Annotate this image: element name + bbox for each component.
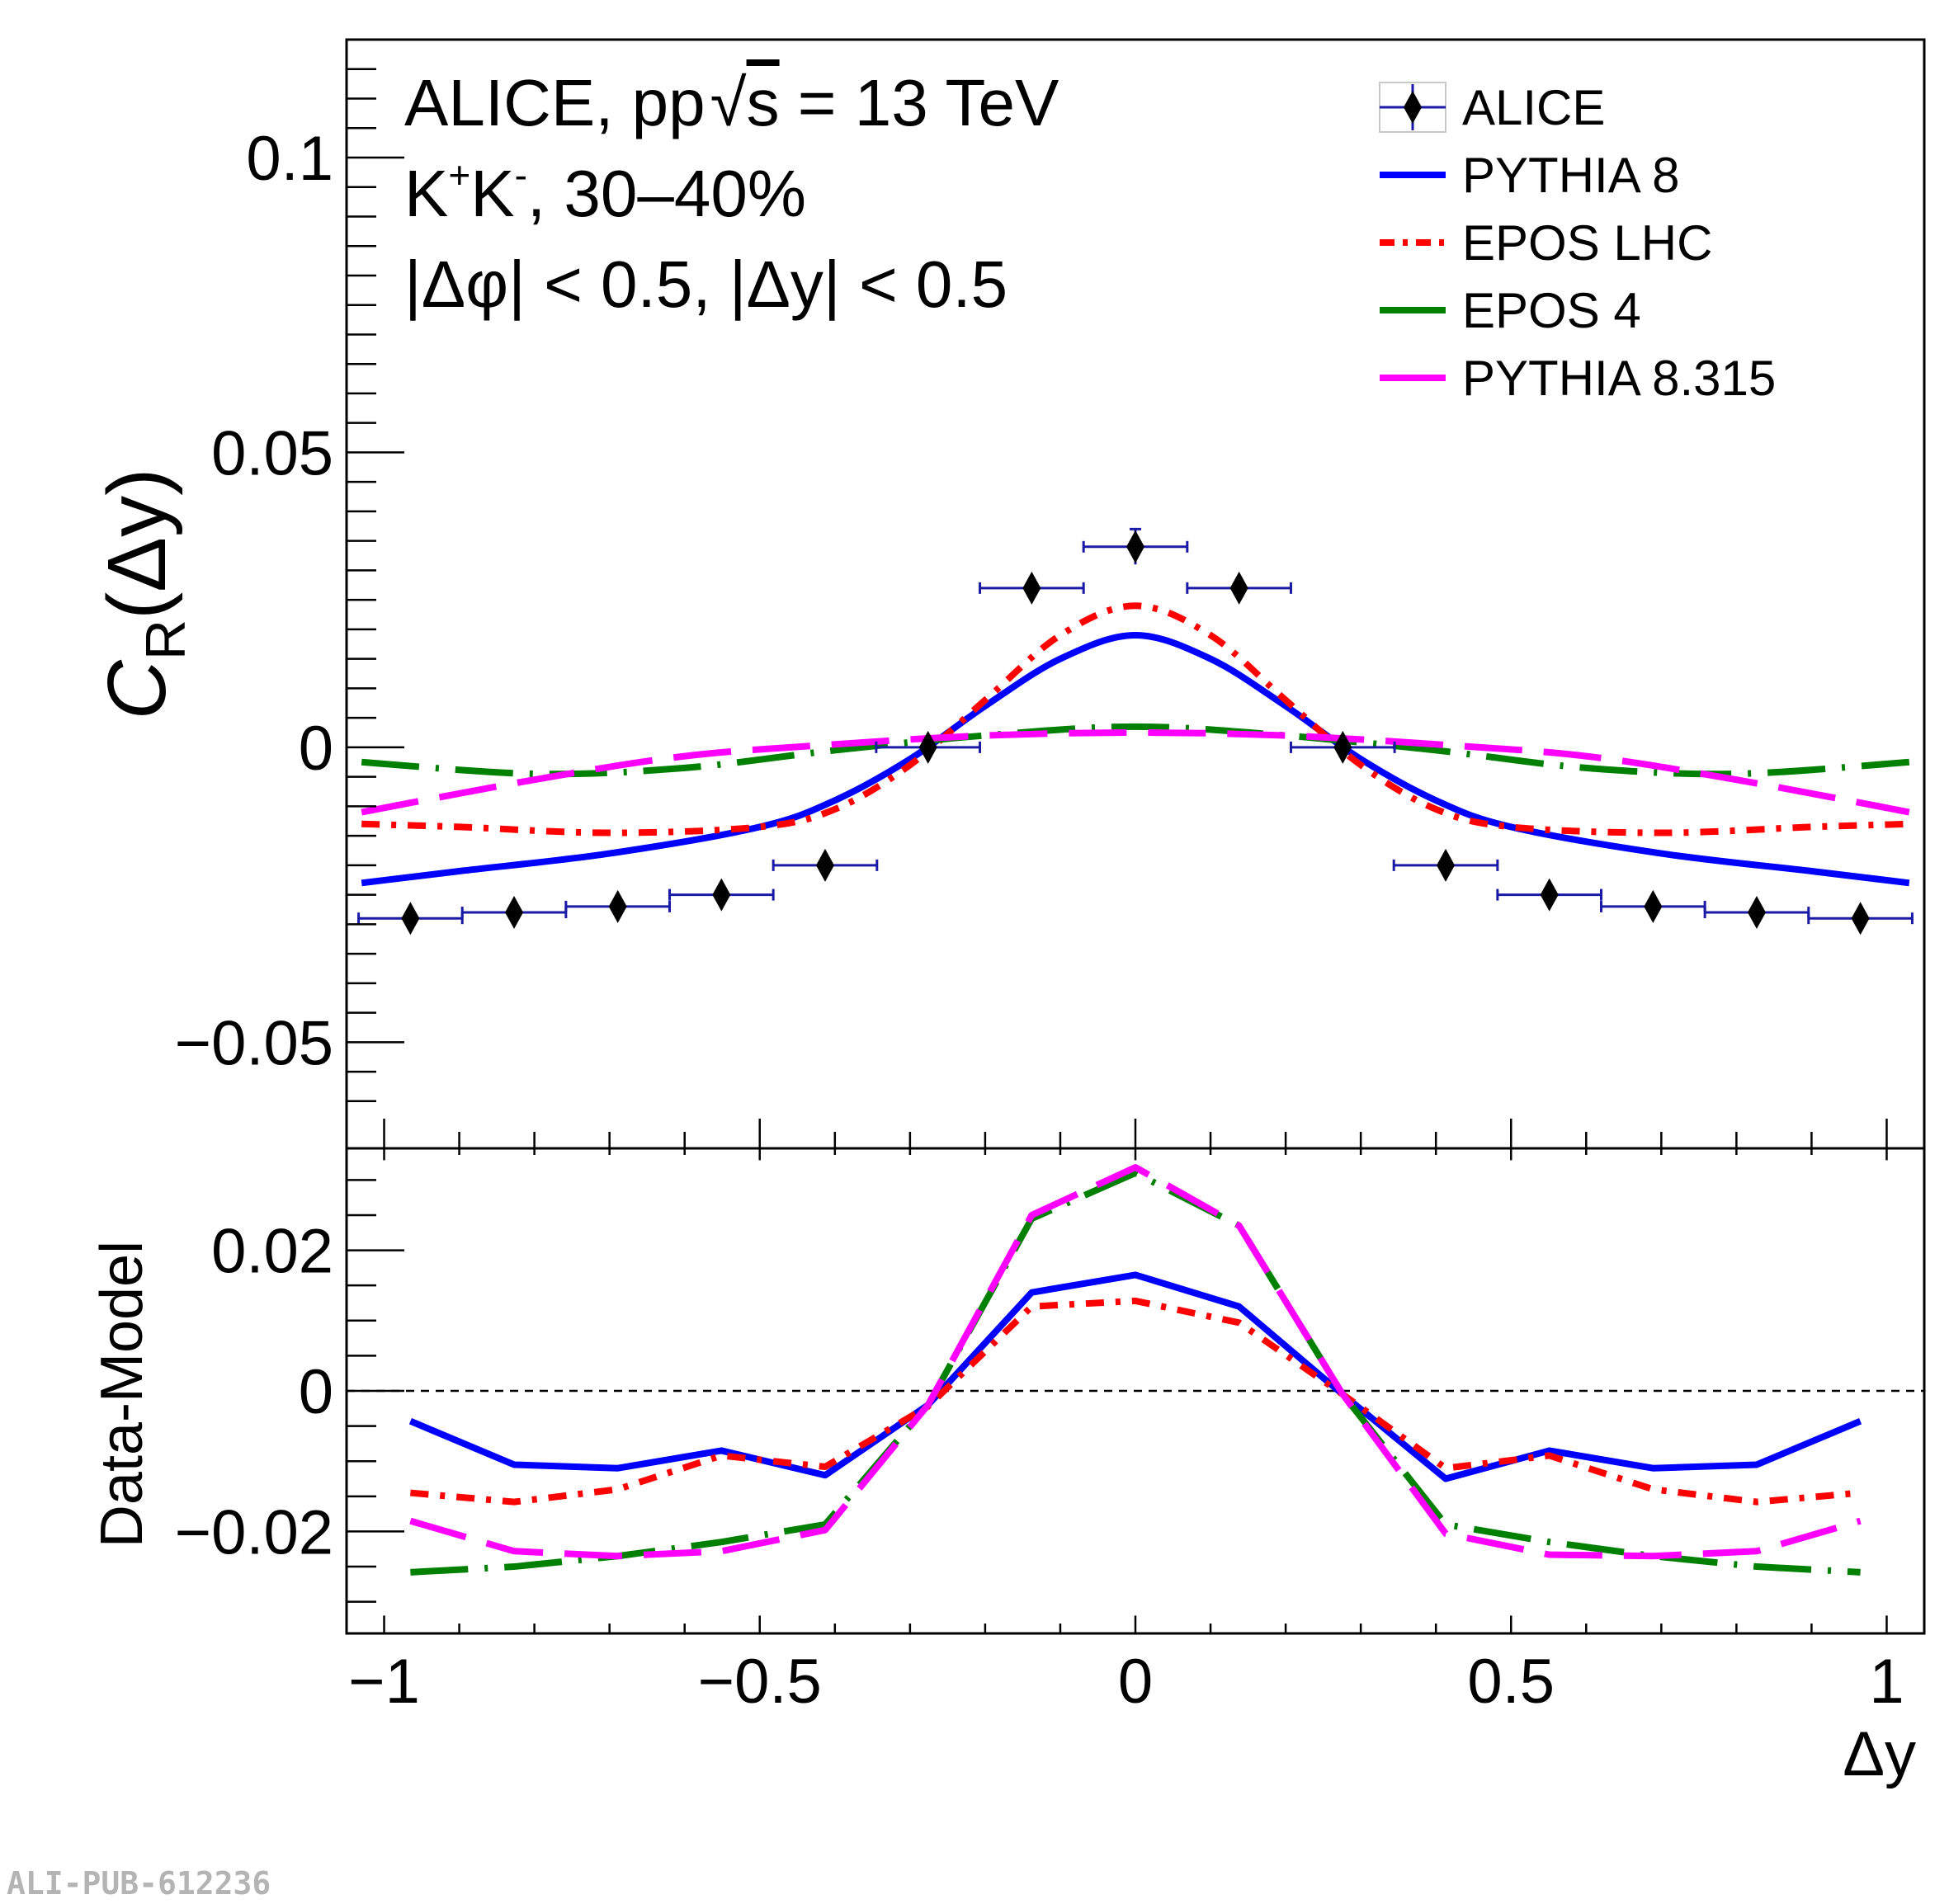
lower-series-pythia-8-315 [409, 1164, 1862, 1560]
data-point [1082, 527, 1189, 565]
upper-y-tick-label: 0.05 [211, 418, 333, 488]
data-point [564, 889, 672, 923]
x-tick-label: −1 [348, 1647, 420, 1717]
data-point [1186, 571, 1292, 605]
lower-y-tick-label: 0.02 [211, 1217, 333, 1287]
legend-entry-pythia-8-315: PYTHIA 8.315 [1380, 351, 1776, 406]
data-point [772, 848, 879, 882]
data-point [1599, 889, 1706, 923]
data-point [1392, 848, 1499, 882]
axis-ticks [347, 68, 1888, 1633]
watermark: ALI-PUB-612236 [7, 1865, 271, 1902]
upper-y-axis-label: CR(Δy) [91, 469, 197, 720]
upper-series-pythia-8 [361, 632, 1910, 887]
legend-label: PYTHIA 8.315 [1462, 351, 1776, 406]
upper-y-tick-label: −0.05 [175, 1008, 333, 1078]
svg-text:Data-Model: Data-Model [89, 1241, 155, 1548]
legend-label: PYTHIA 8 [1462, 148, 1679, 203]
data-point [460, 896, 568, 930]
upper-y-tick-label: 0 [299, 714, 333, 784]
lower-series-epos-4 [410, 1169, 1861, 1576]
legend-label: EPOS LHC [1462, 215, 1712, 271]
axis-tick-labels: −0.05 0 0.05 0.1 −0.02 0 0.02 −1 −0.5 0 0.5 1 [175, 124, 1904, 1717]
annotation-cuts: |Δφ| < 0.5, |Δy| < 0.5 [404, 247, 1008, 321]
lower-y-tick-label: 0 [299, 1357, 333, 1427]
lower-y-tick-label: −0.02 [175, 1497, 333, 1567]
upper-series-pythia-8-315 [361, 728, 1910, 816]
legend-entry-pythia-8: PYTHIA 8 [1380, 148, 1679, 203]
upper-y-tick-label: 0.1 [246, 124, 333, 194]
upper-series-epos-lhc [361, 602, 1909, 837]
upper-panel-data-points [357, 527, 1914, 936]
annotation-collision: ALICE, pp√s = 13 TeV [404, 66, 1059, 139]
x-tick-label: 0 [1118, 1647, 1153, 1717]
svg-text:CR(Δy): CR(Δy) [91, 469, 197, 720]
annotation-block: ALICE, pp√s = 13 TeV K+K-, 30–40% |Δφ| <… [404, 66, 1059, 321]
lower-series-pythia-8 [408, 1271, 1862, 1482]
data-point [875, 730, 982, 764]
x-tick-label: 1 [1869, 1647, 1904, 1717]
data-point [1496, 878, 1602, 912]
lower-panel-series [347, 1164, 1924, 1576]
data-point [357, 902, 464, 936]
legend-entry-epos-4: EPOS 4 [1380, 283, 1641, 338]
x-axis-label: Δy [1843, 1719, 1916, 1789]
x-tick-label: 0.5 [1467, 1647, 1555, 1717]
legend-entry-alice: ALICE [1379, 80, 1605, 135]
data-point [668, 878, 775, 912]
upper-panel-series [361, 602, 1910, 887]
annotation-particles: K+K-, 30–40% [404, 153, 806, 230]
upper-series-epos-4 [361, 723, 1910, 778]
data-point [1703, 896, 1810, 930]
x-tick-label: −0.5 [698, 1647, 822, 1717]
lower-y-axis-label: Data-Model [89, 1241, 155, 1548]
legend-marker-diamond [1404, 91, 1422, 124]
data-point [1289, 730, 1396, 764]
legend-label: ALICE [1462, 80, 1605, 135]
legend-label: EPOS 4 [1462, 283, 1641, 338]
lower-series-epos-lhc [410, 1297, 1861, 1506]
legend: ALICE PYTHIA 8 EPOS LHC EPOS 4 PYTHIA 8.315 [1379, 80, 1776, 406]
data-point [1807, 902, 1914, 936]
data-point [979, 571, 1085, 605]
legend-entry-epos-lhc: EPOS LHC [1380, 215, 1712, 271]
